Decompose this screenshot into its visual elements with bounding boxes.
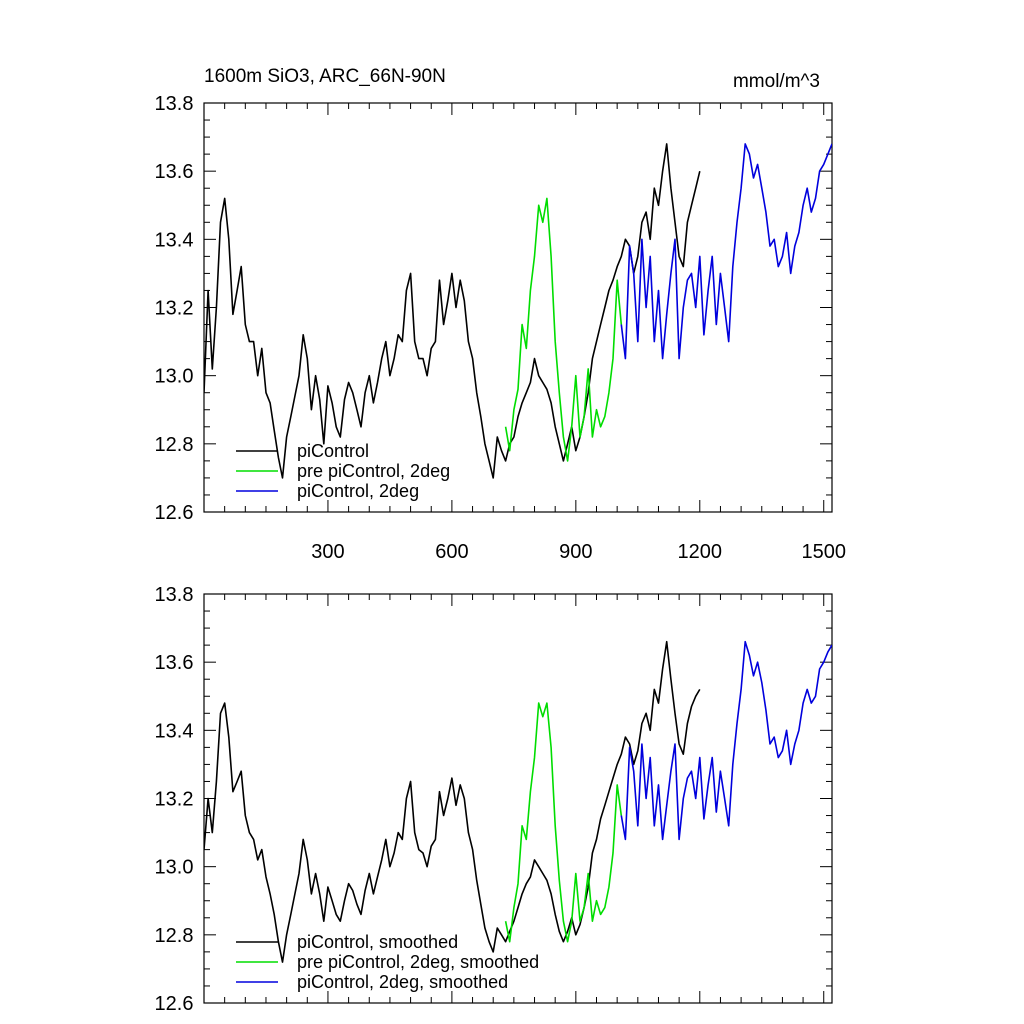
y-tick-label: 13.6 <box>155 161 194 183</box>
x-tick-label: 1200 <box>678 541 723 563</box>
legend-label: piControl, 2deg, smoothed <box>297 972 508 992</box>
legend-label: piControl, 2deg <box>297 481 419 501</box>
chart-title: 1600m SiO3, ARC_66N-90N <box>204 66 446 87</box>
y-tick-label: 13.0 <box>155 857 194 879</box>
series-line <box>204 143 701 479</box>
upper-panel: 1600m SiO3, ARC_66N-90N mmol/m^3 12.6 12.… <box>155 66 846 563</box>
x-tick-label: 900 <box>559 541 592 563</box>
y-tick-label: 13.8 <box>155 93 194 115</box>
lower-panel: 12.6 12.8 13.0 13.2 13.4 13.6 13.8 piControl, s… <box>155 584 833 1015</box>
series-line <box>504 702 623 943</box>
legend-label: piControl, smoothed <box>297 932 458 952</box>
y-tick-label: 13.8 <box>155 584 194 606</box>
y-tick-label: 12.8 <box>155 434 194 456</box>
y-tick-label: 13.2 <box>155 298 194 320</box>
y-tick-label: 12.6 <box>155 993 194 1015</box>
legend-label: pre piControl, 2deg, smoothed <box>297 952 539 972</box>
y-tick-label: 13.6 <box>155 652 194 674</box>
x-tick-label: 300 <box>311 541 344 563</box>
legend-label: piControl <box>297 441 369 461</box>
series-line <box>204 640 701 963</box>
y-tick-label: 12.6 <box>155 502 194 524</box>
chart-units: mmol/m^3 <box>733 71 820 92</box>
y-tick-label: 13.2 <box>155 789 194 811</box>
series-line <box>504 197 623 462</box>
x-tick-label: 600 <box>435 541 468 563</box>
x-tick-label: 1500 <box>801 541 846 563</box>
y-tick-label: 13.4 <box>155 720 194 742</box>
y-tick-label: 13.0 <box>155 366 194 388</box>
legend-label: pre piControl, 2deg <box>297 461 450 481</box>
y-tick-label: 13.4 <box>155 229 194 251</box>
series-line <box>620 640 832 841</box>
series-line <box>620 143 832 360</box>
y-tick-label: 12.8 <box>155 925 194 947</box>
